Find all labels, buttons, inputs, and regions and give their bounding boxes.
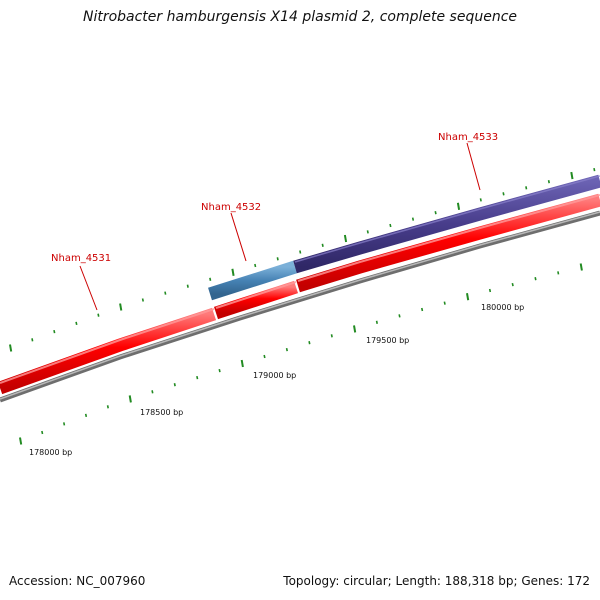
inner-tick-minor: [330, 334, 333, 338]
inner-tick-minor: [398, 314, 401, 318]
outer-tick-minor: [75, 321, 78, 326]
outer-tick-major: [456, 202, 461, 210]
position-label-179500: 179500 bp: [366, 336, 409, 345]
accession-label: Accession: NC_007960: [9, 574, 146, 588]
gene-labels: Nham_4531 Nham_4532 Nham_4533: [51, 132, 498, 311]
position-label-178500: 178500 bp: [140, 408, 183, 417]
outer-tick-minor: [366, 230, 369, 234]
inner-tick-minor: [41, 430, 44, 435]
inner-tick-minor: [285, 347, 288, 352]
leader-line-nham-4533: [466, 142, 481, 191]
sequence-backbone: [0, 210, 600, 403]
outer-tick-minor: [434, 211, 437, 215]
inner-tick-minor: [196, 375, 199, 380]
outer-tick-major: [231, 268, 235, 276]
inner-tick-minor: [151, 390, 154, 394]
inner-tick-major: [240, 359, 244, 368]
position-label-178000: 178000 bp: [29, 448, 72, 457]
outer-tick-minor: [479, 198, 482, 202]
sequence-stats: Topology: circular; Length: 188,318 bp; …: [283, 574, 590, 588]
outer-tick-major: [570, 171, 574, 180]
gene-label-nham-4532[interactable]: Nham_4532: [201, 202, 261, 213]
inner-tick-minor: [106, 405, 109, 409]
outer-tick-minor: [141, 298, 144, 302]
inner-tick-minor: [421, 307, 424, 312]
outer-tick-minor: [186, 284, 189, 288]
inner-tick-minor: [557, 271, 560, 275]
inner-tick-minor: [218, 368, 221, 373]
inner-tick-major: [19, 437, 23, 445]
outer-tick-major: [343, 234, 348, 243]
outer-tick-minor: [502, 192, 505, 196]
gene-label-nham-4531[interactable]: Nham_4531: [51, 253, 111, 264]
outer-tick-major: [9, 344, 13, 352]
gene-nham-4532-blue[interactable]: [208, 260, 297, 301]
leader-line-nham-4532: [230, 212, 247, 262]
outer-tick-minor: [299, 250, 302, 254]
outer-tick-minor: [321, 243, 324, 247]
outer-tick-minor: [209, 277, 212, 281]
inner-tick-minor: [63, 422, 66, 426]
inner-tick-minor: [534, 277, 537, 281]
position-labels: 178000 bp 178500 bp 179000 bp 179500 bp …: [29, 303, 524, 457]
position-label-179000: 179000 bp: [253, 371, 296, 380]
inner-tick-minor: [173, 383, 176, 387]
position-label-180000: 180000 bp: [481, 303, 524, 312]
outer-tick-minor: [31, 338, 34, 342]
inner-tick-major: [128, 395, 132, 403]
inner-tick-minor: [263, 354, 266, 359]
inner-tick-minor: [308, 341, 311, 345]
inner-tick-minor: [488, 288, 492, 293]
inner-tick-marks: [19, 263, 583, 445]
outer-tick-major: [119, 303, 123, 311]
leader-line-nham-4531: [79, 265, 98, 311]
outer-tick-minor: [164, 291, 167, 295]
gene-nham-4532-red[interactable]: [213, 280, 299, 320]
gene-label-nham-4533[interactable]: Nham_4533: [438, 132, 498, 143]
map-title: Nitrobacter hamburgensis X14 plasmid 2, …: [82, 9, 518, 25]
gene-nham-4531[interactable]: [0, 307, 217, 395]
inner-tick-major: [466, 293, 470, 301]
outer-tick-minor: [254, 263, 257, 268]
inner-tick-major: [353, 325, 357, 333]
outer-tick-minor: [97, 313, 100, 317]
gene-nham-4533-red[interactable]: [296, 193, 600, 293]
inner-tick-minor: [511, 282, 514, 287]
outer-tick-minor: [593, 167, 596, 172]
outer-tick-minor: [53, 329, 56, 334]
outer-tick-minor: [525, 186, 528, 190]
inner-tick-minor: [84, 413, 88, 418]
outer-tick-minor: [547, 180, 550, 184]
inner-tick-major: [579, 263, 583, 271]
inner-tick-minor: [443, 301, 446, 305]
inner-tick-minor: [375, 320, 378, 324]
outer-tick-marks: [9, 167, 596, 352]
gene-nham-4533-slate[interactable]: [293, 174, 600, 274]
outer-tick-minor: [276, 257, 279, 261]
outer-tick-minor: [389, 223, 392, 228]
outer-tick-minor: [411, 217, 415, 221]
